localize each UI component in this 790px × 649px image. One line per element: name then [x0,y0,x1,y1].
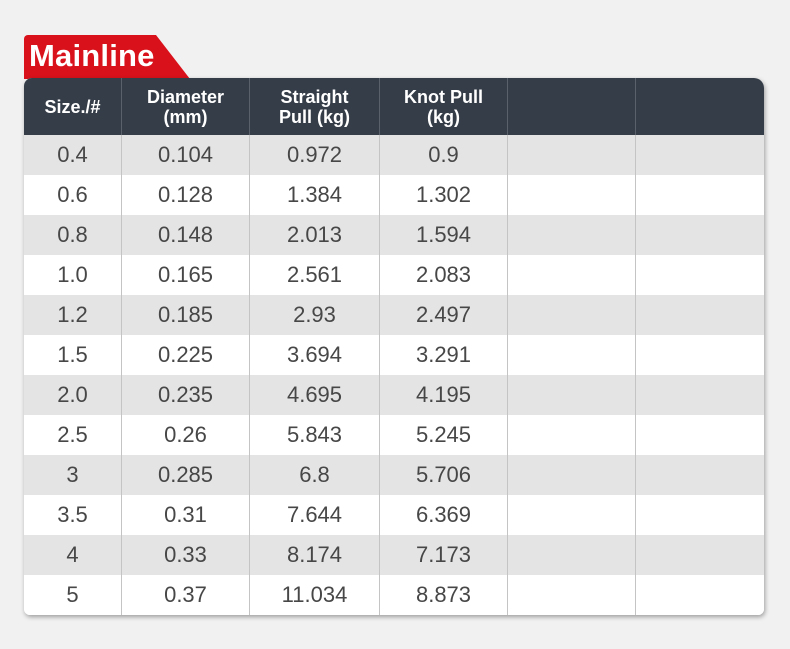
cell-empty [508,455,636,495]
cell-empty [636,215,764,255]
cell-straight-pull: 3.694 [250,335,380,375]
cell-empty [636,175,764,215]
cell-diameter: 0.37 [122,575,250,615]
cell-empty [508,415,636,455]
cell-knot-pull: 7.173 [380,535,508,575]
cell-straight-pull: 2.013 [250,215,380,255]
cell-diameter: 0.26 [122,415,250,455]
cell-empty [508,255,636,295]
cell-size: 5 [24,575,122,615]
cell-knot-pull: 8.873 [380,575,508,615]
cell-empty [508,295,636,335]
header-straight-pull: Straight Pull (kg) [250,78,380,135]
cell-straight-pull: 11.034 [250,575,380,615]
cell-straight-pull: 8.174 [250,535,380,575]
cell-empty [508,575,636,615]
cell-diameter: 0.285 [122,455,250,495]
cell-knot-pull: 6.369 [380,495,508,535]
cell-knot-pull: 2.497 [380,295,508,335]
header-knot-pull: Knot Pull (kg) [380,78,508,135]
cell-empty [508,215,636,255]
table-header: Size./# Diameter (mm) Straight Pull (kg)… [24,78,764,135]
cell-size: 4 [24,535,122,575]
header-empty [508,78,636,135]
cell-straight-pull: 7.644 [250,495,380,535]
cell-straight-pull: 6.8 [250,455,380,495]
cell-empty [636,135,764,175]
cell-empty [636,415,764,455]
cell-knot-pull: 1.594 [380,215,508,255]
cell-knot-pull: 1.302 [380,175,508,215]
table-body: 0.4 0.104 0.972 0.9 0.6 0.128 1.384 1.302 0.8 0.1… [24,135,764,615]
table-row: 1.5 0.225 3.694 3.291 [24,335,764,375]
header-diameter: Diameter (mm) [122,78,250,135]
cell-knot-pull: 5.706 [380,455,508,495]
cell-knot-pull: 2.083 [380,255,508,295]
cell-size: 2.5 [24,415,122,455]
cell-straight-pull: 4.695 [250,375,380,415]
cell-size: 2.0 [24,375,122,415]
cell-knot-pull: 5.245 [380,415,508,455]
cell-empty [508,375,636,415]
header-size: Size./# [24,78,122,135]
cell-empty [636,375,764,415]
cell-size: 0.8 [24,215,122,255]
cell-empty [636,455,764,495]
table-row: 5 0.37 11.034 8.873 [24,575,764,615]
table-row: 3 0.285 6.8 5.706 [24,455,764,495]
cell-size: 1.2 [24,295,122,335]
cell-diameter: 0.165 [122,255,250,295]
cell-straight-pull: 1.384 [250,175,380,215]
table-row: 0.8 0.148 2.013 1.594 [24,215,764,255]
cell-empty [636,255,764,295]
cell-knot-pull: 3.291 [380,335,508,375]
cell-size: 3.5 [24,495,122,535]
cell-empty [508,135,636,175]
cell-diameter: 0.31 [122,495,250,535]
spec-table: Size./# Diameter (mm) Straight Pull (kg)… [24,78,764,615]
cell-size: 0.6 [24,175,122,215]
table-row: 0.4 0.104 0.972 0.9 [24,135,764,175]
cell-diameter: 0.185 [122,295,250,335]
cell-straight-pull: 0.972 [250,135,380,175]
cell-size: 3 [24,455,122,495]
table-row: 2.0 0.235 4.695 4.195 [24,375,764,415]
cell-empty [508,335,636,375]
table-row: 1.2 0.185 2.93 2.497 [24,295,764,335]
table-row: 4 0.33 8.174 7.173 [24,535,764,575]
cell-straight-pull: 2.561 [250,255,380,295]
cell-empty [636,575,764,615]
cell-size: 0.4 [24,135,122,175]
cell-empty [636,535,764,575]
cell-diameter: 0.148 [122,215,250,255]
table-row: 0.6 0.128 1.384 1.302 [24,175,764,215]
cell-straight-pull: 2.93 [250,295,380,335]
cell-knot-pull: 0.9 [380,135,508,175]
header-empty [636,78,764,135]
cell-empty [508,175,636,215]
cell-size: 1.5 [24,335,122,375]
cell-empty [636,335,764,375]
cell-diameter: 0.104 [122,135,250,175]
cell-size: 1.0 [24,255,122,295]
cell-diameter: 0.225 [122,335,250,375]
cell-empty [508,535,636,575]
cell-empty [636,295,764,335]
cell-straight-pull: 5.843 [250,415,380,455]
cell-knot-pull: 4.195 [380,375,508,415]
cell-diameter: 0.235 [122,375,250,415]
table-row: 1.0 0.165 2.561 2.083 [24,255,764,295]
cell-diameter: 0.33 [122,535,250,575]
section-title-tab: Mainline [24,35,190,79]
table-row: 3.5 0.31 7.644 6.369 [24,495,764,535]
cell-diameter: 0.128 [122,175,250,215]
cell-empty [508,495,636,535]
table-row: 2.5 0.26 5.843 5.245 [24,415,764,455]
section-title: Mainline [29,38,155,73]
cell-empty [636,495,764,535]
